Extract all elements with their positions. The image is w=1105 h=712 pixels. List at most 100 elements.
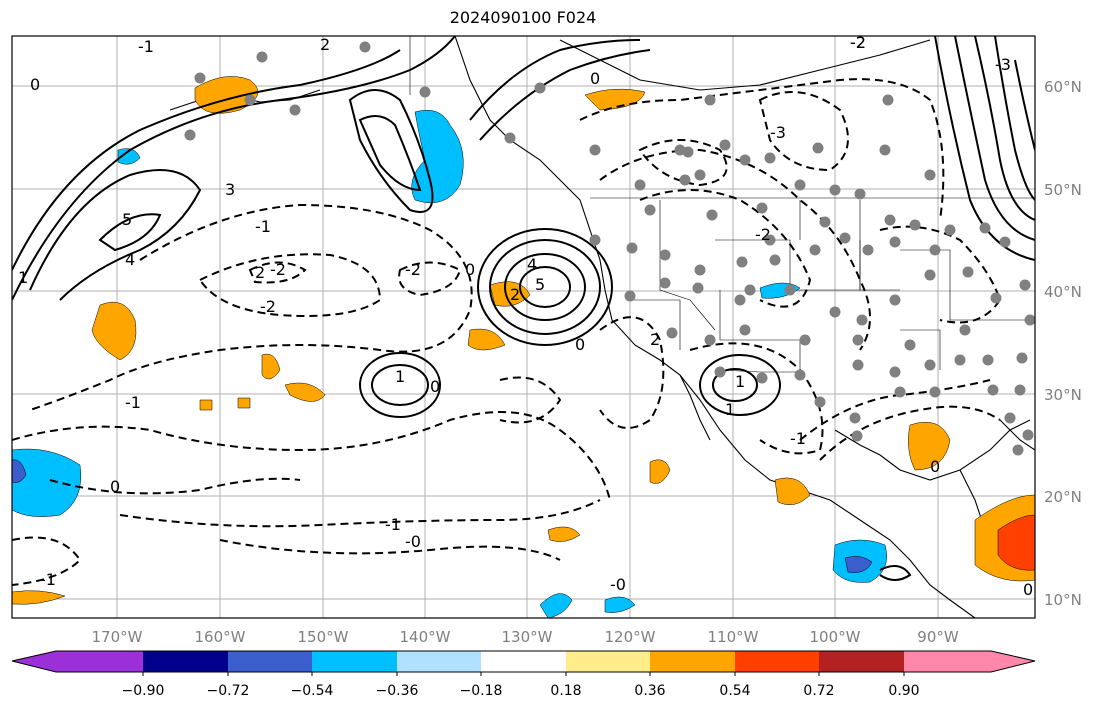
station-dot bbox=[1016, 352, 1028, 364]
longitude-tick-label: 170°W bbox=[92, 628, 143, 646]
station-dot bbox=[694, 169, 706, 181]
station-dot bbox=[714, 366, 726, 378]
station-dot bbox=[962, 266, 974, 278]
colorbar-segment bbox=[566, 651, 650, 672]
colorbar-label: 0.18 bbox=[550, 683, 581, 699]
latitude-tick-label: 40°N bbox=[1044, 283, 1082, 301]
station-dot bbox=[744, 284, 756, 296]
contour-label: 0 bbox=[930, 457, 940, 476]
latitude-tick-label: 60°N bbox=[1044, 78, 1082, 96]
contour-label: 1 bbox=[735, 372, 745, 391]
latitude-tick-label: 50°N bbox=[1044, 181, 1082, 199]
station-dot bbox=[504, 132, 516, 144]
colorbar-segment bbox=[819, 651, 904, 672]
station-dot bbox=[706, 209, 718, 221]
contour-label: 1 bbox=[395, 367, 405, 386]
station-dot bbox=[589, 234, 601, 246]
station-dot bbox=[852, 359, 864, 371]
colorbar-label: −0.18 bbox=[460, 683, 503, 699]
colorbar-label: −0.90 bbox=[122, 683, 165, 699]
station-dot bbox=[924, 359, 936, 371]
colorbar-segment bbox=[397, 651, 481, 672]
colorbar-segment bbox=[228, 651, 312, 672]
latitude-axis: 60°N 50°N 40°N 30°N 20°N 10°N bbox=[1044, 78, 1082, 609]
longitude-tick-label: 120°W bbox=[605, 628, 656, 646]
station-dot bbox=[739, 154, 751, 166]
contour-label: 2 bbox=[510, 285, 520, 304]
contour-label: -2 bbox=[755, 225, 771, 244]
station-dot bbox=[990, 292, 1002, 304]
station-dot bbox=[819, 216, 831, 228]
station-dot bbox=[644, 204, 656, 216]
longitude-tick-label: 160°W bbox=[195, 628, 246, 646]
station-dot bbox=[1019, 279, 1031, 291]
station-dot bbox=[982, 354, 994, 366]
station-dot bbox=[704, 94, 716, 106]
colorbar-segment bbox=[904, 651, 1035, 672]
contour-label: 0 bbox=[110, 477, 120, 496]
station-dot bbox=[1022, 429, 1034, 441]
contour-label: -2 bbox=[850, 33, 866, 52]
station-dot bbox=[194, 72, 206, 84]
contour-label: -1 bbox=[125, 393, 141, 412]
station-dot bbox=[882, 94, 894, 106]
political-borders bbox=[409, 36, 1035, 373]
longitude-axis: 170°W 160°W 150°W 140°W 130°W 120°W 110°W 100°W… bbox=[92, 628, 959, 646]
station-dot bbox=[794, 369, 806, 381]
contour-label: -1 bbox=[790, 429, 806, 448]
station-dot bbox=[889, 236, 901, 248]
contour-label: 0 bbox=[430, 377, 440, 396]
contour-label: 4 bbox=[527, 255, 537, 274]
station-dot bbox=[954, 354, 966, 366]
latitude-tick-label: 10°N bbox=[1044, 591, 1082, 609]
contour-label: -0 bbox=[405, 532, 421, 551]
colorbar-label: −0.72 bbox=[207, 683, 250, 699]
contour-label: -2 bbox=[850, 33, 866, 52]
longitude-tick-label: 100°W bbox=[810, 628, 861, 646]
station-dot bbox=[784, 284, 796, 296]
station-dot bbox=[704, 334, 716, 346]
station-dot bbox=[244, 94, 256, 106]
station-dot bbox=[589, 144, 601, 156]
station-dot bbox=[764, 234, 776, 246]
colorbar-segment bbox=[481, 651, 566, 672]
contour-label: 0 bbox=[575, 335, 585, 354]
station-dot bbox=[829, 306, 841, 318]
station-dot bbox=[1014, 384, 1026, 396]
station-dot bbox=[769, 254, 781, 266]
colorbar-segment bbox=[12, 651, 143, 672]
contour-label: -3 bbox=[770, 123, 786, 142]
station-dot bbox=[829, 184, 841, 196]
station-dot bbox=[694, 264, 706, 276]
contour-label: 3 bbox=[225, 180, 235, 199]
station-dot bbox=[999, 236, 1011, 248]
station-dot bbox=[659, 249, 671, 261]
contour-label: -0 bbox=[610, 575, 626, 594]
contour-label: 0 bbox=[30, 75, 40, 94]
station-dot bbox=[889, 366, 901, 378]
station-dot bbox=[359, 41, 371, 53]
colorbar-label: −0.36 bbox=[376, 683, 419, 699]
colorbar-label: 0.54 bbox=[719, 683, 750, 699]
station-dot bbox=[666, 327, 678, 339]
colorbar-segment bbox=[650, 651, 735, 672]
station-dot bbox=[809, 244, 821, 256]
station-dot bbox=[419, 86, 431, 98]
station-dot bbox=[959, 324, 971, 336]
station-dot bbox=[659, 277, 671, 289]
station-dot bbox=[884, 214, 896, 226]
station-dot bbox=[756, 372, 768, 384]
station-dot bbox=[799, 334, 811, 346]
station-dot bbox=[794, 179, 806, 191]
station-dot bbox=[736, 256, 748, 268]
map-title: 2024090100 F024 bbox=[449, 8, 597, 27]
station-dot bbox=[929, 386, 941, 398]
station-dot bbox=[184, 129, 196, 141]
station-dot bbox=[862, 244, 874, 256]
station-dot bbox=[739, 324, 751, 336]
station-dot bbox=[856, 314, 868, 326]
station-dot bbox=[634, 179, 646, 191]
longitude-tick-label: 130°W bbox=[502, 628, 553, 646]
contour-label: -2 bbox=[270, 260, 286, 279]
